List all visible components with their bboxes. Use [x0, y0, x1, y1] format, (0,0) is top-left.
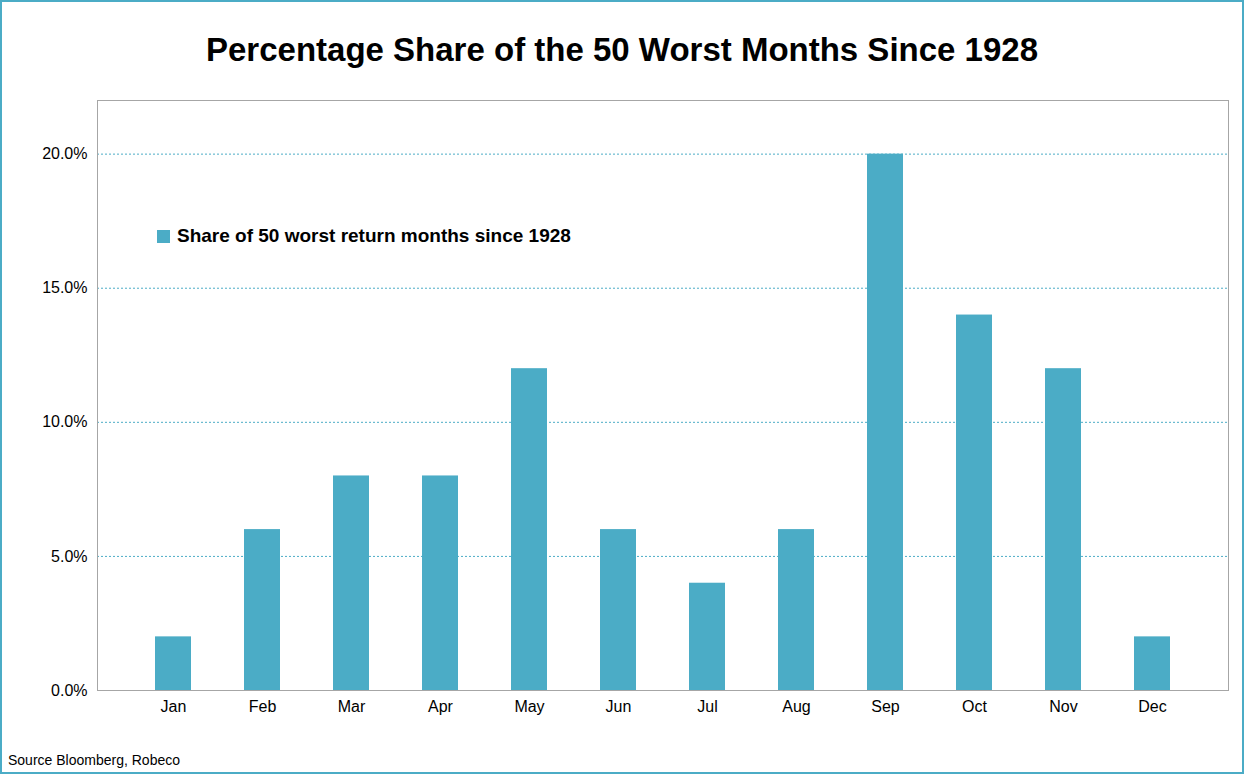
html-text:Share of 50 worst return month: Share of 50 worst return months since 19…	[177, 225, 571, 246]
svg-text:20.0%: 20.0%	[42, 145, 87, 162]
svg-text:Oct: Oct	[962, 698, 987, 715]
svg-text:Feb: Feb	[249, 698, 277, 715]
svg-text:Mar: Mar	[338, 698, 366, 715]
svg-text:Sep: Sep	[871, 698, 900, 715]
svg-text:May: May	[514, 698, 544, 715]
svg-text:Jul: Jul	[697, 698, 717, 715]
svg-text:Jan: Jan	[161, 698, 187, 715]
svg-text:5.0%: 5.0%	[51, 548, 87, 565]
html-text:Source Bloomberg, Robeco: Source Bloomberg, Robeco	[8, 752, 180, 768]
svg-text:Apr: Apr	[428, 698, 454, 715]
svg-text:Aug: Aug	[782, 698, 810, 715]
svg-text:0.0%: 0.0%	[51, 682, 87, 699]
svg-text:15.0%: 15.0%	[42, 279, 87, 296]
svg-text:10.0%: 10.0%	[42, 413, 87, 430]
svg-text:Nov: Nov	[1049, 698, 1077, 715]
svg-text:Dec: Dec	[1138, 698, 1166, 715]
svg-text:Jun: Jun	[606, 698, 632, 715]
html-text:Percentage Share of the 50 Wor: Percentage Share of the 50 Worst Months …	[206, 31, 1038, 68]
